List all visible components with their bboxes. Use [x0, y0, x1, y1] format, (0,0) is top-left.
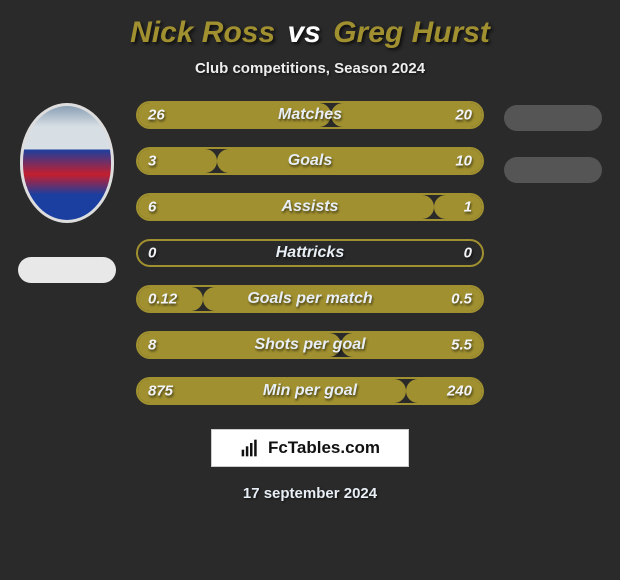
stat-value-right: 5.5: [451, 337, 472, 354]
date-text: 17 september 2024: [0, 485, 620, 502]
stat-value-left: 8: [148, 337, 156, 354]
stat-label: Shots per goal: [254, 336, 365, 354]
player2-side: [498, 101, 608, 183]
player2-team-chip-bottom: [504, 157, 602, 183]
stat-value-right: 240: [447, 383, 472, 400]
title-vs: vs: [288, 16, 321, 49]
stat-value-right: 0: [464, 245, 472, 262]
content-area: 2620Matches310Goals61Assists00Hattricks0…: [0, 101, 620, 405]
subtitle: Club competitions, Season 2024: [0, 60, 620, 77]
stat-row: 0.12 0.5 Goals per match: [136, 285, 484, 313]
footer: FcTables.com: [0, 429, 620, 467]
stat-row: 3 10 Goals: [136, 147, 484, 175]
stat-value-right: 10: [455, 153, 472, 170]
stats-list: 2620Matches310Goals61Assists00Hattricks0…: [136, 101, 484, 405]
bars-icon: [240, 438, 260, 458]
stat-row: 6 1 Assists: [136, 193, 484, 221]
stat-value-left: 0: [148, 245, 156, 262]
stat-label: Hattricks: [276, 244, 344, 262]
stat-fill-right: [434, 195, 482, 219]
stat-label: Goals per match: [247, 290, 372, 308]
brand-text: FcTables.com: [268, 438, 380, 458]
brand-badge: FcTables.com: [211, 429, 409, 467]
player1-team-chip: [18, 257, 116, 283]
stat-value-left: 875: [148, 383, 173, 400]
title-player2: Greg Hurst: [333, 16, 490, 49]
stat-value-right: 1: [464, 199, 472, 216]
stat-label: Assists: [282, 198, 339, 216]
stat-value-right: 20: [455, 107, 472, 124]
stat-value-right: 0.5: [451, 291, 472, 308]
stat-label: Matches: [278, 106, 342, 124]
stat-label: Min per goal: [263, 382, 357, 400]
stat-value-left: 26: [148, 107, 165, 124]
stat-row: 0 0 Hattricks: [136, 239, 484, 267]
player1-photo: [20, 103, 114, 223]
stat-value-left: 6: [148, 199, 156, 216]
stat-fill-right: [217, 149, 482, 173]
comparison-card: Nick Ross vs Greg Hurst Club competition…: [0, 0, 620, 580]
stat-value-left: 3: [148, 153, 156, 170]
player2-team-chip-top: [504, 105, 602, 131]
stat-label: Goals: [288, 152, 332, 170]
player1-side: [12, 101, 122, 283]
title: Nick Ross vs Greg Hurst: [0, 16, 620, 50]
stat-row: 26 20 Matches: [136, 101, 484, 129]
title-player1: Nick Ross: [130, 16, 275, 49]
stat-row: 875 240 Min per goal: [136, 377, 484, 405]
stat-row: 8 5.5 Shots per goal: [136, 331, 484, 359]
stat-value-left: 0.12: [148, 291, 177, 308]
